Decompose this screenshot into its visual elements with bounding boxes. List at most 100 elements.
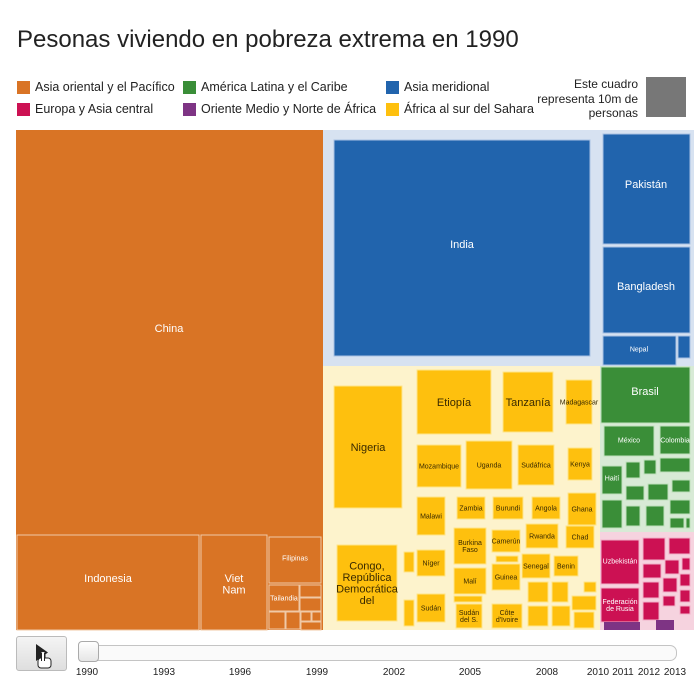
country-cell <box>565 379 593 425</box>
hand-cursor-icon <box>37 651 52 669</box>
country-cell <box>645 505 665 527</box>
country-cell <box>671 479 691 493</box>
legend-swatch <box>17 80 30 94</box>
country-label: Benin <box>557 563 575 570</box>
country-label: China <box>155 323 185 335</box>
year-tick[interactable]: 2010 <box>586 667 610 678</box>
country-cell <box>600 366 691 424</box>
country-cell <box>527 581 549 603</box>
country-cell <box>336 544 398 622</box>
country-cell <box>465 440 513 490</box>
country-cell <box>642 601 660 621</box>
country-cell <box>604 622 640 630</box>
country-cell <box>553 555 579 577</box>
country-label: Sudáfrica <box>521 462 551 469</box>
country-cell <box>453 595 483 603</box>
country-cell <box>268 584 300 612</box>
country-cell <box>679 573 691 587</box>
country-cell <box>268 611 286 630</box>
country-cell <box>551 581 569 603</box>
country-cell <box>669 499 691 515</box>
country-label: Filipinas <box>282 555 308 562</box>
scale-square <box>646 77 686 117</box>
country-cell <box>602 335 677 366</box>
country-label: Viet Nam <box>222 573 245 597</box>
country-label: Madagascar <box>560 399 599 406</box>
country-cell <box>602 246 691 334</box>
country-cell <box>625 485 645 501</box>
country-label: Nigeria <box>351 442 387 454</box>
year-tick[interactable]: 2005 <box>458 667 482 678</box>
country-label: Pakistán <box>625 179 667 191</box>
country-cell <box>685 517 691 529</box>
year-tick[interactable]: 2011 <box>612 667 634 678</box>
country-label: Mozambique <box>419 463 459 470</box>
country-cell <box>416 369 492 435</box>
year-slider-track[interactable] <box>80 645 677 661</box>
country-cell <box>403 599 415 627</box>
country-label: Kenya <box>570 461 590 468</box>
legend-item: Asia meridional <box>386 80 489 94</box>
country-cell <box>268 536 322 584</box>
country-cell <box>571 595 597 611</box>
country-cell <box>200 534 268 631</box>
year-tick[interactable]: 1990 <box>75 667 99 678</box>
country-cell <box>453 567 487 595</box>
year-tick[interactable]: 1996 <box>228 667 252 678</box>
country-cell <box>679 589 691 603</box>
country-cell <box>16 534 200 631</box>
country-cell <box>567 447 593 481</box>
legend-item: América Latina y el Caribe <box>183 80 348 94</box>
country-cell <box>502 371 554 433</box>
year-tick[interactable]: 2012 <box>637 667 661 678</box>
country-cell <box>491 529 521 553</box>
country-cell <box>311 611 322 622</box>
country-cell <box>583 581 597 593</box>
legend-label: América Latina y el Caribe <box>201 80 348 94</box>
year-slider-handle[interactable] <box>78 641 99 662</box>
country-cell <box>521 553 551 579</box>
country-cell <box>625 461 641 479</box>
country-cell <box>656 620 674 630</box>
legend-label: Asia oriental y el Pacífico <box>35 80 175 94</box>
country-cell <box>602 133 691 245</box>
legend-item: África al sur del Sahara <box>386 102 534 116</box>
legend-item: Oriente Medio y Norte de África <box>183 102 376 116</box>
country-label: Tailandia <box>270 595 298 602</box>
legend-swatch <box>386 102 399 116</box>
country-cell <box>333 139 591 357</box>
country-cell <box>416 593 446 623</box>
country-label: Zambia <box>459 505 482 512</box>
play-button[interactable] <box>16 636 67 671</box>
country-cell <box>531 496 561 520</box>
country-cell <box>642 563 662 579</box>
country-label: Haití <box>605 475 619 482</box>
country-cell <box>285 611 301 630</box>
year-tick[interactable]: 2013 <box>663 667 687 678</box>
country-label: Guinea <box>495 574 518 581</box>
country-cell <box>416 444 462 488</box>
country-label: Sudán del S. <box>459 610 479 624</box>
country-cell <box>625 505 641 527</box>
year-tick[interactable]: 2008 <box>535 667 559 678</box>
year-tick[interactable]: 1999 <box>305 667 329 678</box>
legend-label: Asia meridional <box>404 80 490 94</box>
country-cell <box>601 465 623 495</box>
country-cell <box>299 597 322 612</box>
country-cell <box>659 457 691 473</box>
country-cell <box>403 551 415 573</box>
legend-swatch <box>183 80 196 94</box>
country-cell <box>669 517 685 529</box>
country-cell <box>525 523 559 549</box>
play-icon <box>36 644 52 669</box>
country-cell <box>492 496 524 520</box>
country-cell <box>643 459 657 475</box>
legend-item: Asia oriental y el Pacífico <box>17 80 175 94</box>
year-tick[interactable]: 2002 <box>382 667 406 678</box>
country-cell <box>16 130 323 534</box>
country-label: Colombia <box>660 437 690 444</box>
year-tick[interactable]: 1993 <box>152 667 176 678</box>
country-label: Nepal <box>630 346 649 353</box>
country-cell <box>642 537 666 561</box>
country-cell <box>299 584 322 598</box>
